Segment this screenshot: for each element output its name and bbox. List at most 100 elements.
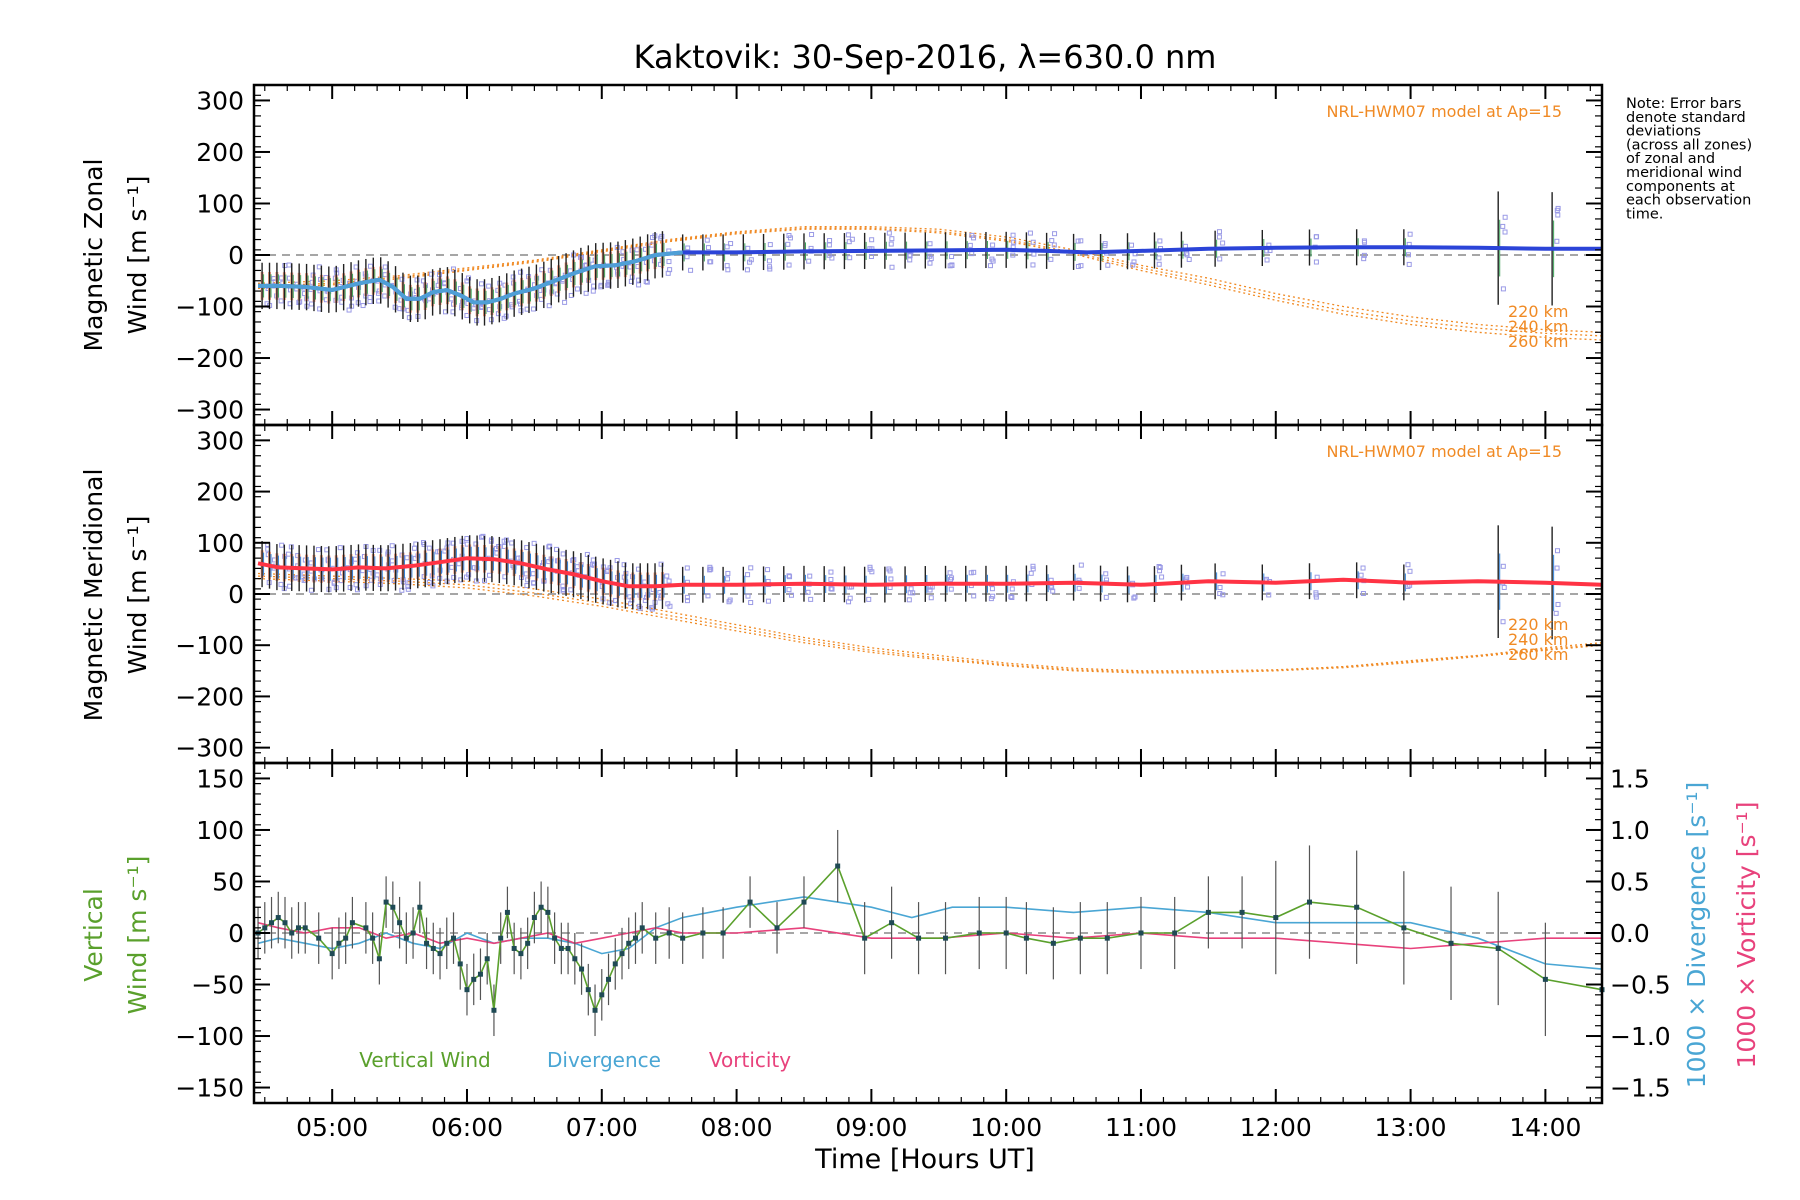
vertical-wind-point <box>363 925 369 931</box>
vertical-wind-point <box>269 920 275 926</box>
raw-sample <box>1313 234 1319 240</box>
raw-sample <box>1131 595 1137 601</box>
raw-sample <box>1406 261 1412 267</box>
raw-sample <box>1407 231 1413 237</box>
vertical-panel: −1.5 −1.0 −0.5 0.0 0.5 1.0 1.5 05:00 06:00 07:00 0… <box>175 761 1671 1142</box>
raw-sample <box>560 551 566 557</box>
raw-sample <box>399 587 405 593</box>
raw-sample <box>1049 238 1055 244</box>
raw-sample <box>785 241 791 247</box>
raw-sample <box>725 576 731 582</box>
raw-sample <box>724 244 730 250</box>
vertical-wind-point <box>599 992 605 998</box>
vertical-wind-point <box>383 899 389 905</box>
raw-sample <box>765 567 771 573</box>
raw-sample <box>684 598 690 604</box>
raw-sample <box>806 258 812 264</box>
meridional-wind-line <box>257 556 1603 589</box>
vertical-wind-point <box>471 976 477 982</box>
raw-sample <box>360 303 366 309</box>
raw-sample <box>949 254 955 260</box>
raw-sample <box>1103 594 1109 600</box>
vertical-wind-point <box>862 935 868 941</box>
vertical-wind-line <box>257 864 1603 1013</box>
raw-sample <box>510 274 516 280</box>
raw-sample <box>725 267 731 273</box>
raw-sample <box>1361 256 1367 262</box>
vertical-wind-point <box>424 940 430 946</box>
raw-sample <box>684 254 690 260</box>
raw-sample <box>968 570 974 576</box>
raw-sample <box>989 586 995 592</box>
raw-sample <box>987 263 993 269</box>
vertical-wind-point <box>397 920 403 926</box>
vertical-wind-point <box>531 915 537 921</box>
raw-sample <box>1049 585 1055 591</box>
raw-sample <box>466 275 472 281</box>
raw-sample <box>868 254 874 260</box>
vertical-wind-point <box>585 987 591 993</box>
raw-sample <box>278 298 284 304</box>
vertical-wind-point <box>612 961 618 967</box>
vertical-wind-point <box>390 904 396 910</box>
vertical-ylabel-line2: Wind [m s⁻¹] <box>123 856 152 1015</box>
raw-sample <box>1360 565 1366 571</box>
raw-sample <box>1220 571 1226 577</box>
note-line: (across all zones) <box>1626 137 1752 153</box>
raw-sample <box>947 577 953 583</box>
raw-sample <box>1051 242 1057 248</box>
raw-sample <box>707 567 713 573</box>
raw-sample <box>887 568 893 574</box>
vertical-wind-point <box>1401 925 1407 931</box>
raw-sample <box>1502 229 1508 235</box>
vertical-wind-point <box>774 925 780 931</box>
raw-sample <box>377 547 383 553</box>
x-tick-label: 09:00 <box>835 1113 907 1142</box>
y-tick-label: −100 <box>175 293 244 322</box>
raw-sample <box>1360 590 1366 596</box>
raw-sample <box>1553 610 1559 616</box>
raw-sample <box>1361 238 1367 244</box>
vertical-wind-point <box>976 930 982 936</box>
raw-sample <box>787 574 793 580</box>
raw-sample <box>636 282 642 288</box>
raw-sample <box>1076 585 1082 591</box>
raw-sample <box>786 573 792 579</box>
vertical-wind-point <box>477 971 483 977</box>
right-tick-label: −1.0 <box>1610 1022 1671 1051</box>
raw-sample <box>949 263 955 269</box>
raw-sample <box>827 238 833 244</box>
raw-sample <box>346 307 352 313</box>
raw-sample <box>1105 262 1111 268</box>
vertical-wind-point <box>444 940 450 946</box>
vertical-wind-point <box>680 935 686 941</box>
raw-sample <box>766 258 772 264</box>
altitude-label: 240 km <box>1508 317 1568 336</box>
note-line: each observation <box>1626 193 1751 209</box>
y-tick-label: 0 <box>228 580 244 609</box>
altitude-label: 260 km <box>1508 332 1568 351</box>
raw-sample <box>745 572 751 578</box>
raw-sample <box>807 573 813 579</box>
raw-sample <box>1216 234 1222 240</box>
raw-sample <box>1156 255 1162 261</box>
vertical-wind-point <box>275 915 281 921</box>
raw-sample <box>583 290 589 296</box>
vertical-wind-point <box>316 935 322 941</box>
raw-sample <box>787 235 793 241</box>
raw-sample <box>967 242 973 248</box>
y-tick-label: −200 <box>175 682 244 711</box>
raw-sample <box>748 565 754 571</box>
raw-sample <box>574 286 580 292</box>
vertical-wind-point <box>1448 940 1454 946</box>
x-tick-label: 08:00 <box>701 1113 773 1142</box>
raw-sample <box>1217 256 1223 262</box>
raw-sample <box>1156 261 1162 267</box>
raw-sample <box>1186 256 1192 262</box>
raw-sample <box>547 543 553 549</box>
model-curve-220km <box>257 572 1603 672</box>
vertical-wind-point <box>626 940 632 946</box>
raw-sample <box>614 557 620 563</box>
raw-sample <box>1407 568 1413 574</box>
